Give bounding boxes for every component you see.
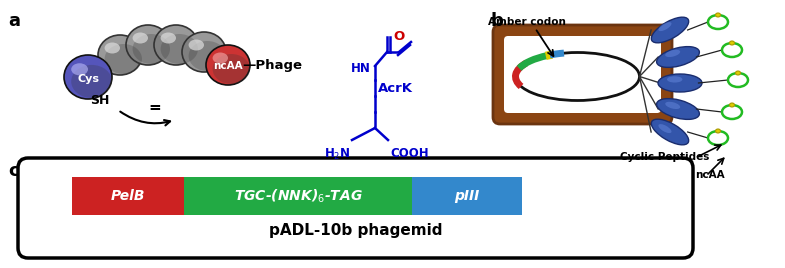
Text: ncAA: ncAA	[695, 170, 725, 180]
Ellipse shape	[98, 35, 142, 75]
Text: AcrK: AcrK	[378, 81, 412, 95]
FancyArrowPatch shape	[536, 30, 553, 56]
Ellipse shape	[665, 102, 680, 109]
Ellipse shape	[154, 25, 198, 65]
Text: PelB: PelB	[111, 189, 145, 203]
Text: Amber codon: Amber codon	[488, 17, 566, 27]
Ellipse shape	[104, 44, 142, 74]
Ellipse shape	[161, 34, 198, 64]
Bar	[412, 177, 522, 215]
Ellipse shape	[667, 76, 682, 83]
Text: =: =	[148, 100, 162, 116]
Ellipse shape	[126, 25, 170, 65]
Bar	[72, 177, 184, 215]
Text: Cys: Cys	[78, 74, 100, 84]
Text: —Phage: —Phage	[242, 58, 302, 72]
Ellipse shape	[656, 47, 699, 67]
Ellipse shape	[659, 22, 671, 31]
Text: c: c	[8, 162, 19, 180]
Text: a: a	[8, 12, 20, 30]
Ellipse shape	[656, 99, 699, 119]
FancyArrowPatch shape	[708, 158, 724, 174]
Text: HN: HN	[351, 61, 371, 75]
Text: O: O	[393, 31, 404, 43]
Ellipse shape	[715, 129, 721, 133]
Ellipse shape	[71, 63, 88, 75]
Text: TGC-(NNK)$_6$-TAG: TGC-(NNK)$_6$-TAG	[233, 187, 363, 205]
Ellipse shape	[658, 74, 702, 92]
FancyBboxPatch shape	[18, 158, 693, 258]
Text: b: b	[490, 12, 503, 30]
Ellipse shape	[161, 32, 176, 43]
Ellipse shape	[64, 55, 112, 99]
FancyArrowPatch shape	[698, 145, 721, 157]
FancyBboxPatch shape	[504, 36, 661, 113]
Ellipse shape	[659, 124, 671, 133]
Ellipse shape	[133, 32, 148, 43]
Ellipse shape	[133, 34, 170, 64]
Text: COOH: COOH	[390, 147, 429, 160]
Ellipse shape	[652, 17, 688, 43]
Ellipse shape	[665, 50, 680, 57]
Ellipse shape	[71, 65, 112, 98]
Ellipse shape	[715, 13, 721, 17]
Ellipse shape	[182, 32, 226, 72]
Ellipse shape	[213, 54, 250, 84]
Ellipse shape	[736, 71, 740, 75]
FancyBboxPatch shape	[493, 25, 672, 124]
FancyArrowPatch shape	[120, 111, 170, 125]
Ellipse shape	[104, 43, 120, 54]
Text: H$_2$N: H$_2$N	[323, 147, 350, 162]
Ellipse shape	[188, 41, 226, 71]
Ellipse shape	[213, 53, 228, 64]
Ellipse shape	[188, 39, 204, 50]
Ellipse shape	[206, 45, 250, 85]
Text: SH: SH	[90, 94, 110, 106]
Bar	[184, 177, 412, 215]
Ellipse shape	[652, 119, 688, 145]
Ellipse shape	[729, 103, 735, 107]
Text: pIII: pIII	[455, 189, 480, 203]
Text: Cyclic Peptides: Cyclic Peptides	[620, 152, 710, 162]
Text: pADL-10b phagemid: pADL-10b phagemid	[268, 224, 442, 239]
Ellipse shape	[729, 41, 735, 45]
Text: ncAA: ncAA	[214, 61, 243, 71]
